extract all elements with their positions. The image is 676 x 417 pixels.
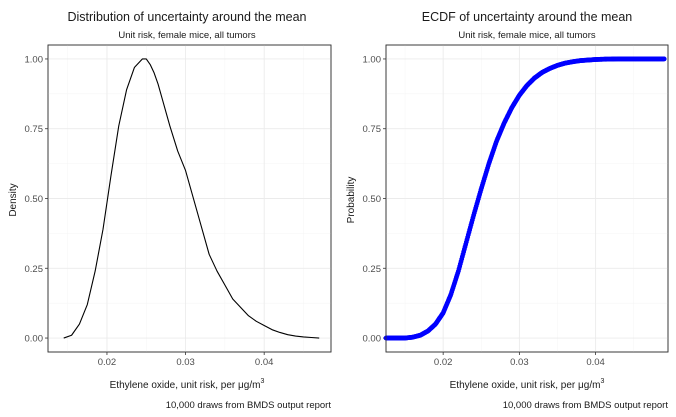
y-tick-label: 1.00 bbox=[25, 54, 44, 65]
x-axis-label-text: Ethylene oxide, unit risk, per μg/m bbox=[110, 380, 261, 391]
chart-subtitle: Unit risk, female mice, all tumors bbox=[118, 30, 256, 41]
x-tick-label: 0.02 bbox=[434, 357, 453, 368]
x-tick-label: 0.03 bbox=[176, 357, 195, 368]
y-tick-label: 0.25 bbox=[25, 264, 44, 275]
x-axis-label: Ethylene oxide, unit risk, per μg/m3 bbox=[110, 378, 265, 391]
chart-title: ECDF of uncertainty around the mean bbox=[422, 10, 633, 24]
y-axis-label: Density bbox=[8, 183, 19, 216]
y-tick-label: 0.50 bbox=[25, 194, 44, 205]
x-axis-label-text: Ethylene oxide, unit risk, per μg/m bbox=[450, 380, 601, 391]
plot-area: 0.02 0.03 0.04 0.00 0.25 0.50 0.75 1.00 bbox=[363, 44, 669, 368]
x-tick-label: 0.02 bbox=[98, 357, 117, 368]
chart-subtitle: Unit risk, female mice, all tumors bbox=[458, 30, 596, 41]
ecdf-point bbox=[661, 56, 667, 62]
ecdf-chart: 0.02 0.03 0.04 0.00 0.25 0.50 0.75 1.00 ECDF of… bbox=[346, 10, 669, 411]
chart-caption: 10,000 draws from BMDS output report bbox=[166, 400, 332, 411]
y-tick-label: 0.50 bbox=[363, 194, 382, 205]
plot-area: 0.02 0.03 0.04 0.00 0.25 0.50 0.75 1.00 bbox=[25, 44, 332, 368]
y-tick-label: 0.75 bbox=[363, 124, 382, 135]
x-axis-label-superscript: 3 bbox=[260, 378, 264, 385]
chart-caption: 10,000 draws from BMDS output report bbox=[503, 400, 669, 411]
x-tick-label: 0.03 bbox=[510, 357, 529, 368]
y-axis-label: Probability bbox=[346, 177, 357, 224]
chart-title: Distribution of uncertainty around the m… bbox=[67, 10, 306, 24]
y-tick-label: 1.00 bbox=[363, 54, 382, 65]
y-tick-label: 0.00 bbox=[363, 334, 382, 345]
y-tick-label: 0.00 bbox=[25, 334, 44, 345]
plot-border bbox=[385, 44, 669, 353]
x-axis-label: Ethylene oxide, unit risk, per μg/m3 bbox=[450, 378, 605, 391]
y-tick-label: 0.25 bbox=[363, 264, 382, 275]
ecdf-points bbox=[383, 56, 667, 341]
x-axis-label-superscript: 3 bbox=[600, 378, 604, 385]
plot-border bbox=[47, 44, 332, 353]
y-tick-label: 0.75 bbox=[25, 124, 44, 135]
density-chart: 0.02 0.03 0.04 0.00 0.25 0.50 0.75 1.00 Distrib… bbox=[8, 10, 332, 411]
x-tick-label: 0.04 bbox=[586, 357, 605, 368]
x-tick-label: 0.04 bbox=[255, 357, 274, 368]
density-line bbox=[63, 58, 320, 339]
